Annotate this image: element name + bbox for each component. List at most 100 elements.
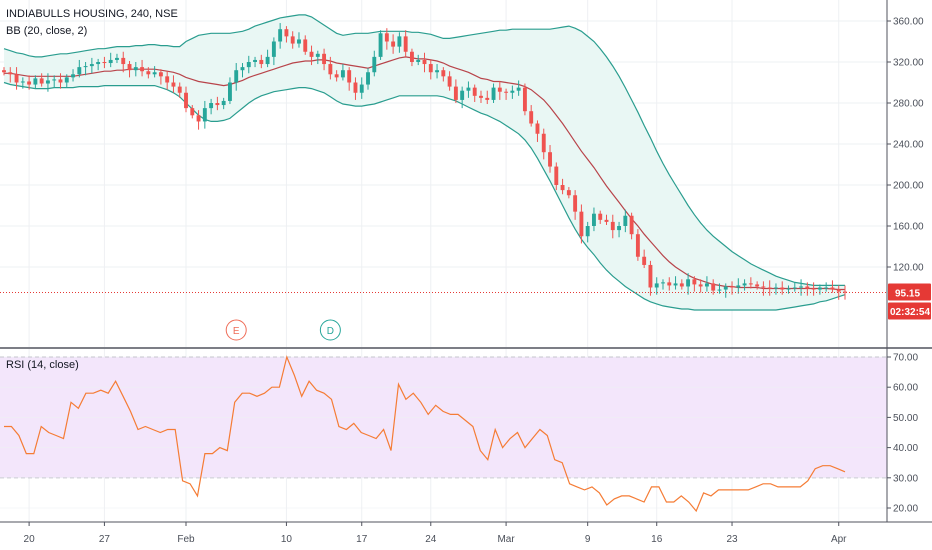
- candle: [108, 52, 113, 68]
- candle-body: [246, 62, 251, 68]
- candle: [811, 282, 816, 296]
- candle-body: [121, 57, 126, 65]
- candle-body: [158, 72, 163, 77]
- time-tick-label: 24: [425, 534, 437, 545]
- axis-corner: [888, 523, 932, 550]
- candle: [686, 273, 691, 295]
- candle: [604, 214, 609, 225]
- candle: [629, 212, 634, 240]
- candle: [667, 277, 672, 291]
- candle-body: [510, 90, 515, 93]
- candle: [58, 73, 63, 89]
- candle-body: [497, 87, 502, 92]
- candle-body: [359, 84, 364, 93]
- candle: [359, 77, 364, 99]
- candle: [805, 282, 810, 296]
- candle-body: [629, 215, 634, 235]
- candle: [447, 71, 452, 91]
- dividend-event-marker: [319, 319, 341, 341]
- candle-body: [573, 195, 578, 212]
- dividend-event-label: D: [327, 326, 334, 337]
- candle: [441, 67, 446, 82]
- rsi-tick-label: 20.00: [893, 504, 918, 515]
- candle-body: [529, 111, 534, 124]
- candle-body: [8, 72, 13, 75]
- candle-body: [767, 287, 772, 289]
- candle: [598, 210, 603, 224]
- candle-body: [190, 108, 195, 116]
- candle: [736, 278, 741, 294]
- candle: [548, 145, 552, 173]
- candle-body: [472, 87, 477, 96]
- candle: [541, 128, 546, 160]
- candle-body: [71, 74, 75, 78]
- candle-body: [843, 291, 847, 293]
- time-tick-label: 27: [99, 534, 111, 545]
- candle-body: [422, 59, 427, 65]
- bb-indicator-label[interactable]: BB (20, close, 2): [6, 25, 88, 37]
- candle-body: [566, 190, 571, 196]
- candle-body: [830, 287, 835, 290]
- candle-body: [322, 53, 327, 65]
- time-tick-label: Apr: [831, 534, 847, 545]
- candle: [472, 84, 477, 102]
- candle: [328, 56, 333, 80]
- bollinger-bands: [3, 14, 846, 311]
- candle: [133, 62, 138, 77]
- candle: [560, 178, 565, 195]
- candle: [340, 64, 345, 81]
- candle: [209, 98, 214, 115]
- candle-body: [686, 279, 691, 287]
- candle-body: [466, 87, 471, 91]
- candle-body: [755, 284, 760, 287]
- candle: [265, 49, 270, 68]
- candle-body: [127, 64, 132, 71]
- candle-body: [610, 221, 615, 231]
- candle: [221, 97, 226, 110]
- candle-body: [347, 70, 352, 83]
- candle: [33, 75, 38, 89]
- candle: [617, 221, 622, 238]
- candle-body: [309, 51, 314, 57]
- rsi-indicator-label[interactable]: RSI (14, close): [6, 359, 79, 371]
- candle: [246, 55, 251, 74]
- candle: [290, 31, 295, 49]
- candle: [234, 63, 239, 91]
- candle: [792, 282, 797, 292]
- time-tick-label: Feb: [177, 534, 195, 545]
- candle: [836, 285, 841, 300]
- candle: [89, 57, 94, 74]
- candle-body: [328, 64, 333, 75]
- candle-body: [315, 53, 320, 57]
- candle: [422, 52, 427, 73]
- candle-body: [635, 234, 640, 257]
- candle: [635, 229, 640, 261]
- candle: [479, 90, 483, 103]
- earnings-event-marker: [225, 319, 247, 341]
- last-price-badge: [888, 283, 931, 301]
- candle-body: [397, 36, 402, 47]
- candle-body: [416, 59, 421, 62]
- candle-body: [585, 226, 590, 237]
- candle: [140, 59, 145, 77]
- symbol-title[interactable]: INDIABULLS HOUSING, 240, NSE: [6, 8, 178, 20]
- candle: [642, 249, 647, 269]
- candle-body: [33, 78, 38, 85]
- candle: [372, 50, 377, 77]
- candle: [171, 75, 176, 93]
- candle-body: [780, 287, 785, 290]
- candle-body: [89, 64, 94, 67]
- candle: [77, 59, 82, 78]
- candle-body: [83, 66, 88, 68]
- candle: [460, 86, 465, 109]
- candle-body: [215, 103, 220, 106]
- candle: [315, 50, 320, 65]
- candle: [20, 77, 25, 89]
- candle-body: [108, 59, 113, 64]
- candle: [347, 67, 352, 91]
- candle: [14, 67, 19, 90]
- candle-body: [786, 288, 791, 290]
- candle-body: [673, 283, 678, 286]
